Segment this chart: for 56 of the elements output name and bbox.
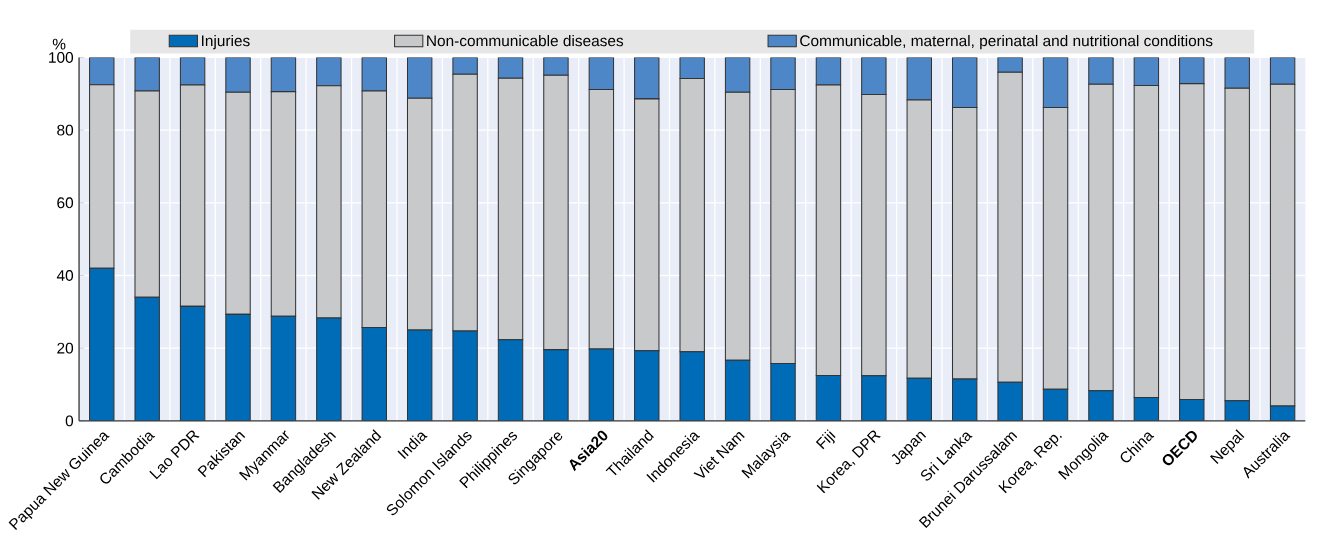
bar [1269,57,1296,85]
bar [361,57,387,92]
legend-label: Injuries [202,34,250,50]
bar [997,381,1023,421]
bar [724,359,751,421]
bar [89,57,115,86]
bar [316,57,342,87]
bar [861,375,887,421]
bar [815,374,842,421]
bar [1088,57,1114,85]
bar [179,305,206,421]
bar [906,377,932,421]
bar [588,57,615,90]
bar [588,348,615,421]
y-tick-label: 100 [49,51,74,63]
bar [770,362,796,421]
bar [406,57,433,99]
y-tick-label: 0 [65,415,74,427]
y-tick-label: 60 [57,197,74,209]
bar [134,57,160,92]
bar [1042,57,1069,108]
bar [1133,57,1160,86]
bar [679,351,705,421]
bar [951,378,978,421]
bar [770,57,796,90]
bar [1088,389,1114,421]
bar [1179,57,1205,84]
y-tick-label: 40 [56,269,74,281]
y-tick-label: 80 [57,124,74,136]
bar [861,57,887,95]
bar [497,57,524,79]
bar [134,296,160,421]
bar [270,315,297,421]
legend-label: Non-communicable diseases [427,34,624,47]
bar [543,348,569,421]
y-axis-title: % [52,38,66,50]
bar [270,57,297,92]
bar [316,317,342,421]
bar [951,57,978,108]
bar [452,330,478,421]
bar [406,329,433,421]
bar [906,57,932,101]
y-tick-label: 20 [57,342,74,354]
bar [225,57,251,93]
x-tick-label: Fiji [815,429,836,450]
bar [361,326,387,421]
bar [1224,57,1250,89]
bar [724,57,751,93]
bar [543,57,569,76]
bar [497,339,524,421]
bar [634,57,660,100]
bar [225,313,251,421]
bar [452,57,478,75]
legend-label: Communicable, maternal, perinatal and nutritional conditions [800,34,1213,50]
bar [634,350,660,421]
bar [89,267,115,421]
